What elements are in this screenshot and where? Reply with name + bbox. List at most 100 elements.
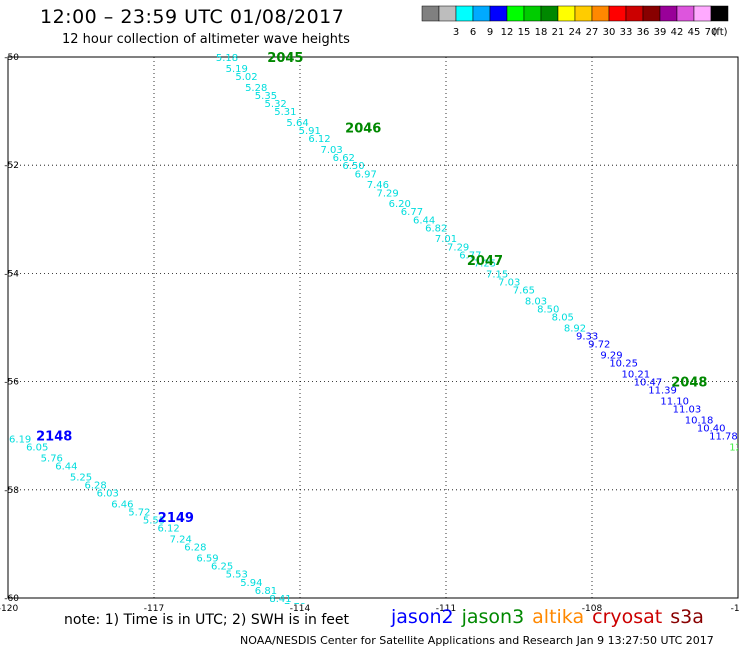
legend-label: 21 xyxy=(552,27,565,38)
wave-height-value: 10.18 xyxy=(685,415,714,426)
wave-height-value: 6.77 xyxy=(401,207,423,218)
wave-height-value: 10.40 xyxy=(697,424,726,435)
legend-label: 15 xyxy=(518,27,531,38)
wave-height-value: 5.19 xyxy=(226,64,248,75)
legend-label: 12 xyxy=(501,27,514,38)
time-label: 2149 xyxy=(158,511,194,526)
wave-height-value: 6.44 xyxy=(413,215,435,226)
wave-height-value: 8.05 xyxy=(552,313,574,324)
wave-height-value: 5.72 xyxy=(128,507,150,518)
legend-swatch xyxy=(710,5,729,22)
wave-height-value: 7.03 xyxy=(321,145,343,156)
wave-height-value: 5.28 xyxy=(245,83,267,94)
wave-height-value: 6.19 xyxy=(9,434,31,445)
map-subtitle: 12 hour collection of altimeter wave hei… xyxy=(62,32,350,47)
lon-tick-label: -120 xyxy=(0,604,18,614)
track-layer: 5.185.195.025.285.355.325.315.645.916.12… xyxy=(9,51,738,613)
wave-height-value: 7.25 xyxy=(474,259,496,270)
lat-tick-label: -60 xyxy=(4,594,19,604)
wave-height-value: 9.72 xyxy=(588,340,610,351)
color-legend: 3 6 9 12 15 18 21 24 27 30 33 36 39 42 45 70(ft) xyxy=(421,5,729,38)
legend-label: 3 xyxy=(453,27,459,38)
wave-height-value: 6.28 xyxy=(184,543,206,554)
wave-height-value: 7.24 xyxy=(170,534,192,545)
lat-tick-label: -52 xyxy=(4,161,19,171)
legend-label: 18 xyxy=(535,27,548,38)
time-label: 2047 xyxy=(467,254,503,269)
wave-height-value: 8.41 xyxy=(269,594,291,605)
wave-height-value: 5.25 xyxy=(70,472,92,483)
wave-height-value: 9.29 xyxy=(600,351,622,362)
satellite-name: jason2 xyxy=(391,606,454,628)
wave-height-value: 7.29 xyxy=(447,242,469,253)
map-frame xyxy=(7,56,739,599)
wave-height-value: 8.50 xyxy=(537,305,559,316)
legend-label: 70 xyxy=(705,27,718,38)
wave-height-value: 5.91 xyxy=(299,126,321,137)
wave-height-value: 6.12 xyxy=(308,134,330,145)
wave-height-value: 5.31 xyxy=(274,107,296,118)
wave-height-value: 6.62 xyxy=(333,153,355,164)
wave-height-value: 11.39 xyxy=(648,386,677,397)
wave-height-value: 6.82 xyxy=(425,223,447,234)
lon-tick-label: -108 xyxy=(582,604,603,614)
credit-line: NOAA/NESDIS Center for Satellite Applica… xyxy=(240,634,714,647)
legend-label: 42 xyxy=(671,27,684,38)
wave-height-value: 6.81 xyxy=(255,586,277,597)
lat-tick-label: -56 xyxy=(4,378,19,388)
wave-height-value: 6.77 xyxy=(459,250,481,261)
time-label: 2046 xyxy=(345,121,381,136)
wave-height-value: 11.78 xyxy=(709,432,738,443)
wave-height-value: 11.10 xyxy=(660,397,689,408)
lat-tick-label: -58 xyxy=(4,486,19,496)
wave-height-value: 5.55 xyxy=(143,516,165,527)
lat-tick-label: -50 xyxy=(4,53,19,63)
wave-height-value: 6.46 xyxy=(111,499,133,510)
wave-height-value: 7.79 xyxy=(284,602,306,613)
wave-height-value: 8.03 xyxy=(525,296,547,307)
wave-height-value: 7.29 xyxy=(376,188,398,199)
wave-height-value: 10.25 xyxy=(609,359,638,370)
wave-height-value: 5.94 xyxy=(240,578,262,589)
wave-height-value: 5.32 xyxy=(265,99,287,110)
satellite-legend: jason2 jason3 altika cryosat s3a xyxy=(391,606,712,628)
wave-height-value: 6.25 xyxy=(211,562,233,573)
wave-height-value: 7.01 xyxy=(435,234,457,245)
satellite-name: s3a xyxy=(670,606,704,628)
wave-height-value: 6.20 xyxy=(389,199,411,210)
legend-label: 6 xyxy=(470,27,476,38)
wave-height-value: 9.33 xyxy=(576,332,598,343)
legend-label: 9 xyxy=(487,27,493,38)
wave-height-value: 10.21 xyxy=(621,369,650,380)
legend-label: 27 xyxy=(586,27,599,38)
legend-label: 30 xyxy=(603,27,616,38)
wave-height-value: 6.12 xyxy=(157,524,179,535)
legend-label: 36 xyxy=(637,27,650,38)
lon-tick-label: -111 xyxy=(436,604,456,614)
lat-tick-label: -54 xyxy=(4,269,19,279)
wave-height-value: 7.03 xyxy=(498,278,520,289)
legend-label: 33 xyxy=(620,27,633,38)
map-title: 12:00 – 23:59 UTC 01/08/2017 xyxy=(40,6,345,28)
wave-height-value: 6.03 xyxy=(97,489,119,500)
legend-label: 45 xyxy=(688,27,701,38)
lon-tick-label: -114 xyxy=(290,604,311,614)
wave-height-value: 5.53 xyxy=(226,570,248,581)
satellite-name: cryosat xyxy=(592,606,663,628)
wave-height-value: 11.03 xyxy=(673,405,702,416)
legend-label: 24 xyxy=(569,27,582,38)
wave-height-value: 6.59 xyxy=(196,553,218,564)
wave-height-value: 7.65 xyxy=(513,286,535,297)
time-label: 2045 xyxy=(267,51,303,66)
wave-height-value: 5.35 xyxy=(255,91,277,102)
time-label: 2148 xyxy=(36,430,72,445)
wave-height-value: 6.44 xyxy=(55,461,77,472)
footnote: note: 1) Time is in UTC; 2) SWH is in fe… xyxy=(64,612,350,628)
wave-height-value: 5.02 xyxy=(235,72,257,83)
time-label: 2048 xyxy=(671,376,707,391)
lon-tick-label: -10 xyxy=(731,604,740,614)
wave-height-value: 5.64 xyxy=(286,118,308,129)
wave-height-value: 5.18 xyxy=(216,53,238,64)
satellite-name: altika xyxy=(532,606,585,628)
